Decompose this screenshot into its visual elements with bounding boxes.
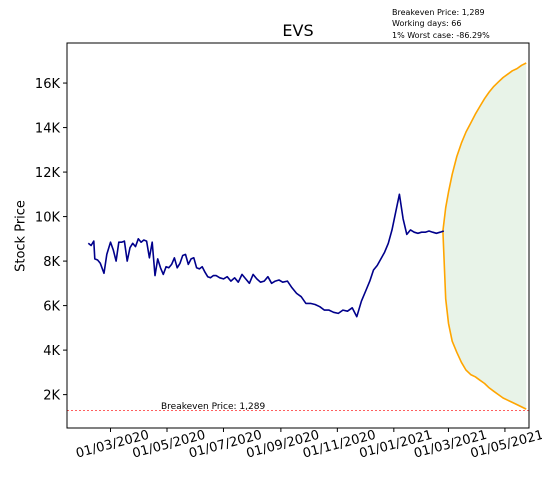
y-tick-label: 6K (43, 300, 60, 315)
y-axis: 2K 4K 6K 8K 10K 12K 14K 16K (35, 77, 67, 404)
y-tick-label: 10K (35, 211, 61, 226)
info-line-1: Breakeven Price: 1,289 (392, 8, 485, 17)
history-line (87, 193, 445, 318)
confidence-band (442, 63, 527, 410)
y-tick-label: 12K (35, 166, 61, 181)
plot-layer (67, 62, 529, 411)
x-axis: 01/03/202001/05/202001/07/202001/09/2020… (74, 428, 542, 462)
breakeven-label: Breakeven Price: 1,289 (161, 402, 265, 412)
upper-bound-line (442, 62, 527, 232)
y-tick-label: 14K (35, 122, 61, 137)
y-axis-label: Stock Price (14, 200, 29, 272)
y-tick-label: 16K (35, 77, 61, 92)
lower-bound-line (442, 230, 527, 410)
info-line-2: Working days: 66 (392, 19, 461, 28)
info-line-3: 1% Worst case: -86.29% (392, 31, 490, 40)
y-tick-label: 8K (43, 255, 60, 270)
y-tick-label: 2K (43, 389, 60, 404)
chart-title: EVS (282, 21, 313, 40)
plot-frame (66, 42, 530, 429)
y-tick-label: 4K (43, 344, 60, 359)
